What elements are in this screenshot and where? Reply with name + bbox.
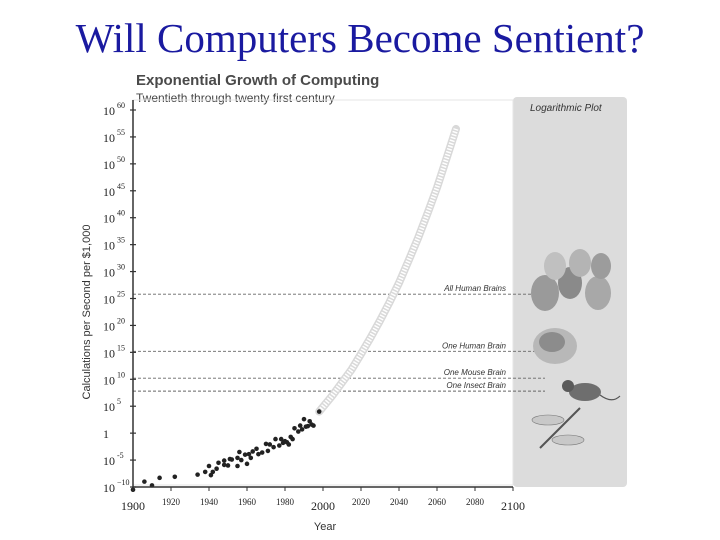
trend-curve-hatch bbox=[317, 128, 459, 414]
data-point bbox=[221, 458, 227, 463]
y-tick-label: 10 bbox=[103, 131, 115, 145]
data-point bbox=[216, 460, 221, 466]
trend-curve bbox=[315, 124, 460, 416]
data-point bbox=[316, 409, 322, 414]
x-axis-label: Year bbox=[314, 521, 337, 533]
y-tick-exponent: −10 bbox=[117, 478, 130, 487]
y-tick-label: 10 bbox=[103, 400, 115, 414]
data-point bbox=[206, 463, 212, 469]
data-point bbox=[235, 463, 240, 469]
data-point bbox=[254, 446, 259, 452]
y-tick-label: 10 bbox=[103, 212, 115, 226]
data-point bbox=[265, 448, 271, 454]
threshold-label: All Human Brains bbox=[443, 284, 506, 293]
y-tick-label: 10 bbox=[103, 185, 115, 199]
slide-title: Will Computers Become Sentient? bbox=[75, 15, 645, 61]
y-tick-label: 10 bbox=[103, 454, 115, 468]
data-point bbox=[195, 472, 200, 477]
data-point bbox=[297, 423, 303, 428]
y-tick-label: 10 bbox=[103, 266, 115, 280]
y-tick-label: 10 bbox=[103, 373, 115, 387]
data-point bbox=[237, 449, 242, 455]
y-tick-exponent: 45 bbox=[117, 182, 125, 191]
x-tick-label: 1960 bbox=[238, 497, 257, 507]
x-tick-label: 2060 bbox=[428, 497, 447, 507]
data-point bbox=[244, 461, 250, 467]
mouse-illustration bbox=[562, 380, 621, 401]
y-tick-label: 10 bbox=[103, 319, 115, 333]
x-tick-label: 1980 bbox=[276, 497, 295, 507]
human-brain-illustration bbox=[533, 328, 577, 364]
data-point bbox=[292, 425, 297, 431]
y-tick-exponent: 40 bbox=[117, 209, 125, 218]
y-tick-exponent: 30 bbox=[117, 263, 125, 272]
data-point bbox=[221, 462, 227, 468]
y-axis-label: Calculations per Second per $1,000 bbox=[81, 225, 93, 400]
x-tick-label: 2020 bbox=[352, 497, 371, 507]
data-point bbox=[305, 423, 311, 429]
data-point bbox=[142, 479, 147, 484]
y-tick-exponent: 20 bbox=[117, 316, 125, 325]
data-point bbox=[229, 457, 235, 462]
y-tick-exponent: 25 bbox=[117, 290, 125, 299]
chart-title: Exponential Growth of Computing bbox=[136, 72, 379, 89]
data-point bbox=[214, 466, 219, 471]
data-point bbox=[246, 451, 252, 457]
y-tick-exponent: 50 bbox=[117, 155, 125, 164]
data-point bbox=[202, 469, 208, 475]
y-tick-exponent: 10 bbox=[117, 370, 125, 379]
x-tick-label: 1940 bbox=[200, 497, 219, 507]
data-point bbox=[157, 475, 162, 481]
y-tick-exponent: 60 bbox=[117, 101, 125, 110]
data-point bbox=[172, 474, 178, 480]
chart-subtitle: Twentieth through twenty first century bbox=[136, 91, 335, 105]
data-point bbox=[259, 450, 265, 455]
x-tick-label: 2100 bbox=[501, 499, 525, 513]
data-point bbox=[235, 455, 240, 461]
data-point bbox=[248, 455, 254, 461]
human-heads-illustration bbox=[531, 249, 611, 311]
data-point bbox=[290, 436, 295, 442]
data-point bbox=[263, 441, 269, 447]
data-point bbox=[299, 427, 305, 432]
data-point bbox=[239, 457, 244, 463]
x-tick-label: 1920 bbox=[162, 497, 181, 507]
data-point bbox=[278, 436, 284, 442]
data-point bbox=[273, 436, 278, 442]
data-point bbox=[301, 416, 307, 422]
data-point bbox=[296, 429, 301, 434]
data-point bbox=[311, 423, 316, 428]
y-tick-label: 10 bbox=[103, 158, 115, 172]
y-tick-label: 10 bbox=[103, 293, 115, 307]
panel-label: Logarithmic Plot bbox=[530, 103, 603, 114]
x-tick-label: 1900 bbox=[121, 499, 145, 513]
data-point bbox=[286, 442, 292, 447]
y-tick-label: 1 bbox=[103, 427, 109, 441]
y-tick-exponent: -5 bbox=[117, 451, 124, 460]
y-tick-label: 10 bbox=[103, 481, 115, 495]
data-point bbox=[267, 442, 273, 447]
data-point bbox=[250, 449, 255, 454]
y-tick-exponent: 55 bbox=[117, 128, 125, 137]
threshold-label: One Mouse Brain bbox=[444, 368, 507, 377]
y-tick-label: 10 bbox=[103, 239, 115, 253]
x-tick-label: 2080 bbox=[466, 497, 485, 507]
data-point bbox=[210, 469, 216, 475]
data-point bbox=[271, 444, 276, 450]
y-tick-exponent: 15 bbox=[117, 343, 125, 352]
threshold-label: One Human Brain bbox=[442, 341, 507, 350]
y-tick-label: 10 bbox=[103, 104, 115, 118]
x-tick-label: 2000 bbox=[311, 499, 335, 513]
data-point bbox=[256, 451, 261, 457]
y-tick-exponent: 35 bbox=[117, 236, 125, 245]
data-point bbox=[277, 443, 282, 448]
y-tick-label: 10 bbox=[103, 346, 115, 360]
x-tick-label: 2040 bbox=[390, 497, 409, 507]
data-point bbox=[242, 452, 248, 457]
y-tick-exponent: 5 bbox=[117, 397, 121, 406]
dragonfly-illustration bbox=[531, 407, 585, 449]
threshold-label: One Insect Brain bbox=[446, 381, 506, 390]
data-point bbox=[225, 463, 231, 468]
